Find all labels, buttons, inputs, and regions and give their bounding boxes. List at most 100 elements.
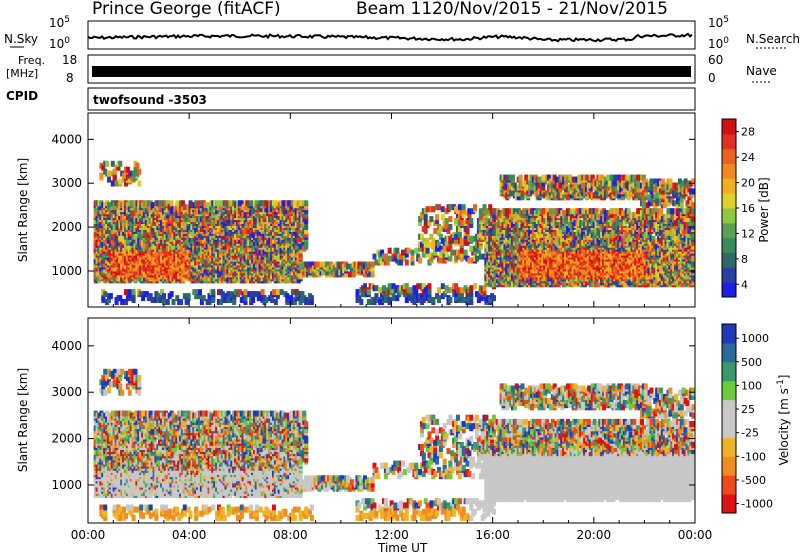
data-cell [374, 285, 379, 292]
data-cell [366, 299, 371, 305]
data-cell [456, 287, 460, 294]
data-cell [478, 253, 483, 260]
data-cell [404, 259, 409, 266]
data-cell [103, 291, 108, 298]
data-cell [347, 271, 352, 278]
data-cell [511, 174, 515, 181]
data-cell [418, 257, 423, 264]
data-cell [124, 289, 128, 296]
data-cell [469, 291, 474, 298]
data-cell [160, 289, 165, 296]
data-cell [372, 253, 377, 260]
data-cell [406, 247, 411, 254]
data-cell [110, 231, 115, 238]
data-cell [198, 293, 202, 300]
nave-tick-top: 60 [708, 53, 723, 67]
data-cell [459, 237, 464, 244]
date-range: 20/Nov/2015 - 21/Nov/2015 [432, 0, 668, 19]
data-cell [457, 204, 462, 211]
data-cell [133, 233, 138, 240]
data-cell [427, 289, 432, 296]
data-cell [137, 168, 142, 175]
data-cell [414, 247, 419, 254]
data-cell [253, 291, 257, 298]
freq-tick-top: 18 [62, 53, 77, 67]
data-cell [469, 285, 474, 292]
data-cell [469, 235, 474, 242]
frequency-strip: Freq. [MHz] 18 8 60 0 Nave [6, 53, 777, 85]
data-cell [427, 283, 432, 290]
data-cell [309, 295, 314, 302]
data-cell [467, 208, 472, 215]
data-cell [125, 166, 130, 173]
data-cell [156, 293, 161, 300]
data-cell [465, 227, 470, 234]
data-cell [437, 287, 441, 294]
data-cell [218, 299, 223, 305]
data-cell [431, 206, 436, 213]
data-cell [264, 200, 269, 207]
data-cell [182, 293, 187, 300]
data-cell [120, 299, 125, 305]
data-cell [150, 208, 155, 215]
noise-right-label: N.Search [746, 32, 800, 46]
data-cell [437, 204, 441, 211]
data-cell [509, 190, 514, 197]
data-cell [150, 297, 155, 303]
data-cell [118, 178, 123, 185]
data-cell [438, 257, 443, 264]
data-cell [399, 259, 404, 266]
data-cell [475, 255, 479, 262]
data-cell [292, 200, 297, 207]
data-cell [116, 164, 121, 171]
data-cell [459, 220, 464, 226]
noise-right-tick-top: 105 [708, 15, 729, 30]
data-cell [275, 289, 280, 296]
data-cell [518, 174, 523, 181]
data-cell [304, 224, 309, 230]
data-cell [448, 297, 453, 303]
cpid-strip-frame [87, 87, 696, 111]
data-cell [423, 214, 428, 221]
data-cell [226, 291, 231, 298]
data-cell [180, 200, 185, 207]
data-cell [112, 168, 117, 175]
data-cell [273, 299, 278, 305]
data-cell [404, 297, 409, 303]
data-cell [346, 263, 350, 270]
power-cells [93, 160, 696, 305]
data-cell [401, 249, 405, 256]
data-cell [110, 160, 115, 167]
data-cell [469, 299, 474, 305]
noise-trace [87, 32, 693, 43]
data-cell [383, 253, 388, 260]
noise-left-tick-top: 105 [49, 15, 70, 30]
data-cell [467, 257, 472, 264]
data-cell [243, 295, 248, 302]
data-cell [158, 297, 163, 303]
cpid-strip: CPID twofsound -3503 [6, 87, 696, 111]
noise-right-tick-bottom: 100 [708, 36, 729, 51]
data-cell [450, 249, 455, 256]
data-cell [408, 287, 413, 294]
data-cell [131, 289, 136, 296]
data-cell [285, 293, 290, 300]
data-cell [366, 289, 371, 296]
nave-tick-bottom: 0 [708, 71, 716, 85]
data-cell [108, 293, 113, 300]
data-cell [448, 224, 453, 230]
station-title: Prince George (fitACF) [92, 0, 281, 19]
data-cell [473, 204, 478, 211]
beam-label: Beam 11 [356, 0, 432, 19]
data-cell [431, 297, 436, 303]
data-cell [194, 289, 199, 296]
data-cell [220, 291, 225, 298]
data-cell [131, 293, 136, 300]
data-cell [165, 200, 170, 207]
data-cell [139, 291, 144, 298]
data-cell [101, 164, 106, 171]
data-cell [459, 247, 464, 254]
data-cell [459, 287, 464, 294]
data-cell [99, 172, 104, 179]
